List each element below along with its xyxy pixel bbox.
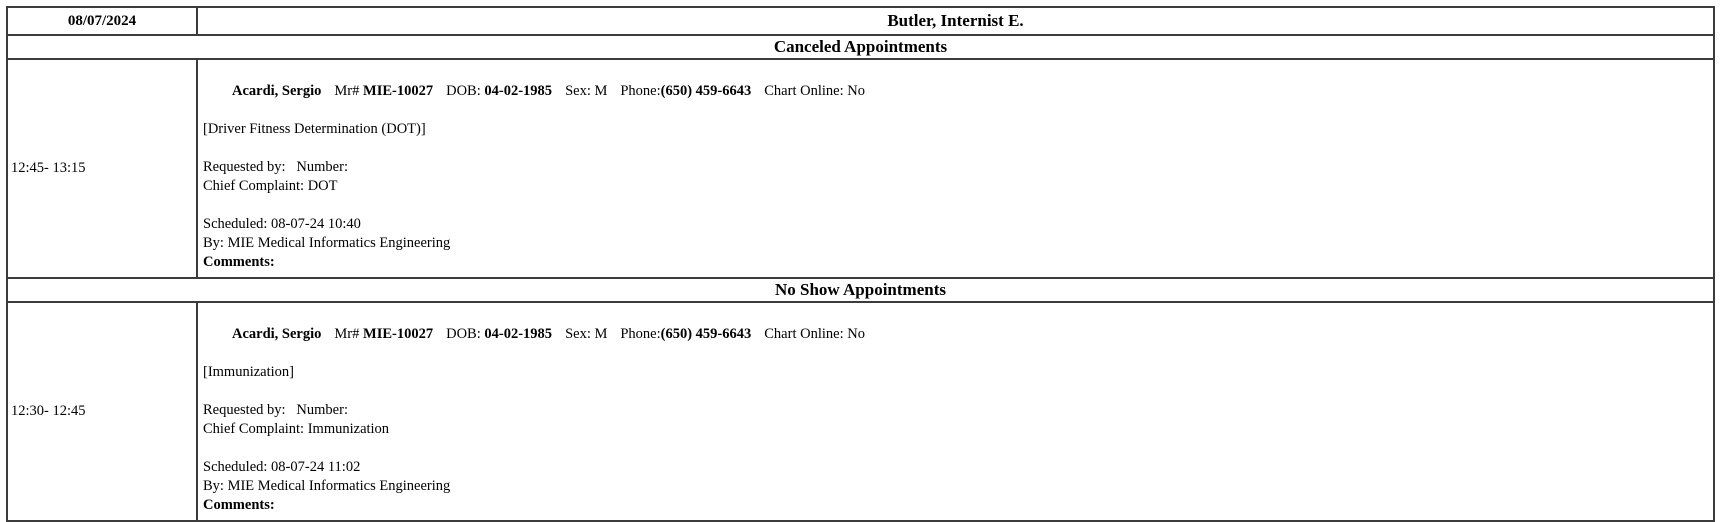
blank-line [203, 382, 1709, 401]
chart-online-status: Chart Online: No [764, 83, 865, 99]
report-date: 08/07/2024 [67, 12, 137, 29]
patient-sex: Sex: M [565, 83, 608, 99]
patient-dob: DOB: 04-02-1985 [446, 326, 553, 342]
patient-phone: Phone:(650) 459-6643 [620, 326, 752, 342]
report-header-row: 08/07/2024 Butler, Internist E. [6, 6, 1715, 36]
patient-name: Acardi, Sergio [232, 83, 322, 99]
appointment-time: 12:45- 13:15 [11, 160, 86, 176]
provider-name: Butler, Internist E. [887, 11, 1024, 30]
provider-cell: Butler, Internist E. [198, 8, 1713, 34]
time-cell: 12:45- 13:15 [8, 60, 198, 277]
section-title: No Show Appointments [775, 280, 946, 299]
patient-info-line: Acardi, Sergio Mr# MIE-10027 DOB: 04-02-19… [203, 63, 1709, 120]
blank-line [203, 139, 1709, 158]
mr-number: Mr# MIE-10027 [334, 326, 434, 342]
section-header-noshow: No Show Appointments [6, 277, 1715, 303]
patient-sex: Sex: M [565, 326, 608, 342]
appointment-type: [Immunization] [203, 364, 295, 380]
chart-online-status: Chart Online: No [764, 326, 865, 342]
blank-line [203, 196, 1709, 215]
details-cell: Acardi, Sergio Mr# MIE-10027 DOB: 04-02-19… [198, 60, 1713, 277]
scheduled-line: Scheduled: 08-07-24 11:02 [203, 459, 361, 475]
scheduled-by-line: By: MIE Medical Informatics Engineering [203, 478, 451, 494]
appointment-row: 12:30- 12:45 Acardi, Sergio Mr# MIE-10027… [6, 301, 1715, 522]
patient-phone: Phone:(650) 459-6643 [620, 83, 752, 99]
scheduled-by-line: By: MIE Medical Informatics Engineering [203, 235, 451, 251]
chief-complaint-line: Chief Complaint: Immunization [203, 421, 390, 437]
mr-number: Mr# MIE-10027 [334, 83, 434, 99]
report-date-cell: 08/07/2024 [8, 8, 198, 34]
comments-label: Comments: [203, 254, 275, 270]
appointment-type: [Driver Fitness Determination (DOT)] [203, 121, 426, 137]
scheduled-line: Scheduled: 08-07-24 10:40 [203, 216, 361, 232]
patient-dob: DOB: 04-02-1985 [446, 83, 553, 99]
requested-by-line: Requested by: Number: [203, 402, 348, 418]
appointment-time: 12:30- 12:45 [11, 403, 86, 419]
chief-complaint-line: Chief Complaint: DOT [203, 178, 338, 194]
section-title: Canceled Appointments [773, 37, 948, 56]
appointment-row: 12:45- 13:15 Acardi, Sergio Mr# MIE-10027… [6, 58, 1715, 279]
patient-info-line: Acardi, Sergio Mr# MIE-10027 DOB: 04-02-19… [203, 306, 1709, 363]
details-cell: Acardi, Sergio Mr# MIE-10027 DOB: 04-02-19… [198, 303, 1713, 520]
section-header-canceled: Canceled Appointments [6, 34, 1715, 60]
comments-label: Comments: [203, 497, 275, 513]
blank-line [203, 439, 1709, 458]
time-cell: 12:30- 12:45 [8, 303, 198, 520]
requested-by-line: Requested by: Number: [203, 159, 348, 175]
patient-name: Acardi, Sergio [232, 326, 322, 342]
appointment-report: 08/07/2024 Butler, Internist E. Canceled… [6, 6, 1715, 522]
